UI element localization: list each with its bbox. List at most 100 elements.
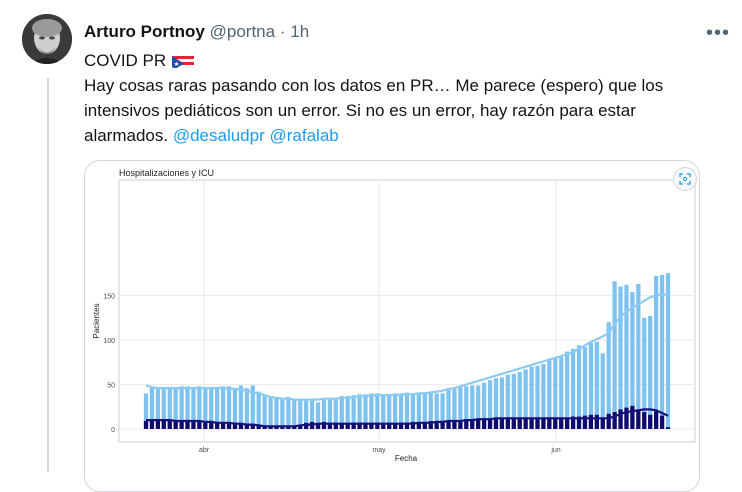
hospital-bar (369, 393, 374, 429)
hospital-bar (612, 281, 617, 429)
icu-bar (582, 415, 588, 429)
icu-bar (292, 426, 297, 429)
expand-image-button[interactable] (673, 167, 697, 191)
hospital-bar (232, 388, 238, 429)
hospital-bar (665, 273, 671, 429)
hospital-bar (393, 393, 398, 429)
icu-bar (434, 421, 439, 429)
hospital-bar (155, 388, 160, 429)
hospital-bar (648, 315, 653, 429)
hospital-bar (606, 322, 611, 429)
hospital-bar (351, 395, 356, 429)
hospital-bar (398, 393, 404, 429)
icu-bar (553, 418, 558, 429)
hospital-bar (149, 388, 155, 429)
icu-bar (594, 414, 599, 429)
axis-layer: 0 50 100 150 abr may jun (103, 294, 560, 455)
icu-bar (505, 417, 510, 429)
icu-bar (541, 418, 546, 429)
hospital-bar (464, 386, 469, 429)
hospitalizations-chart: Hospitalizaciones y ICU 0 50 100 150 abr may j… (92, 168, 696, 463)
trend-lines-layer (145, 293, 669, 428)
icu-bar (476, 419, 481, 429)
hospital-bar (588, 342, 594, 429)
icu-bar (499, 418, 505, 429)
icu-bar (654, 411, 659, 429)
hospital-bar (576, 345, 582, 429)
hospital-bar (298, 398, 303, 429)
icu-bar (298, 425, 303, 429)
hospital-bar (481, 382, 487, 429)
hospital-bar (292, 399, 297, 429)
author-handle[interactable]: @portna (209, 22, 276, 41)
icu-bar (523, 417, 528, 429)
avatar-portrait-icon (22, 14, 72, 64)
mention-rafalab[interactable]: @rafalab (269, 126, 339, 145)
icu-trend-line (146, 408, 669, 428)
icu-bar (648, 414, 653, 429)
icu-bar (369, 423, 374, 429)
hospital-bar (529, 366, 534, 429)
more-options-icon[interactable]: ••• (705, 22, 730, 44)
icu-bar (440, 420, 445, 429)
mention-desaludpr[interactable]: @desaludpr (172, 126, 265, 145)
hospital-bar (434, 393, 439, 429)
hospital-bar (315, 402, 321, 429)
icu-bar (493, 417, 499, 429)
icu-bar (410, 421, 416, 429)
expand-icon (679, 173, 691, 185)
icu-bar (268, 426, 273, 429)
icu-bar (446, 420, 451, 429)
icu-bar (345, 423, 350, 429)
icu-bar (636, 409, 641, 429)
icu-bar (535, 417, 540, 429)
hospital-bar (357, 394, 362, 429)
plot-border (118, 179, 696, 443)
hospital-bar (244, 388, 249, 429)
thread-connector-line (47, 78, 49, 472)
timestamp[interactable]: 1h (290, 22, 310, 41)
hospital-bar (256, 391, 261, 429)
icu-bar (143, 420, 149, 429)
icu-bar (179, 420, 184, 429)
hospital-bar (345, 396, 350, 429)
icu-bar (387, 422, 392, 429)
hospital-bar (428, 392, 433, 429)
icu-bar (363, 422, 368, 429)
hospital-bar (499, 377, 505, 429)
icu-bar (304, 422, 309, 429)
hospital-bar (203, 387, 208, 429)
icu-bar (618, 409, 623, 429)
tweet-text: COVID PR Hay cosas raras pasando con los… (84, 48, 724, 148)
hospital-bar (173, 388, 178, 429)
hospital-bar (327, 399, 333, 429)
x-tick-label: jun (550, 447, 560, 454)
hospital-bar (446, 388, 451, 429)
icu-bar (238, 423, 244, 429)
hospital-bar (339, 396, 344, 429)
icu-bar (565, 418, 570, 429)
author-name[interactable]: Arturo Portnoy (84, 22, 205, 41)
hospital-bar (250, 385, 255, 429)
icu-bar (416, 421, 421, 429)
icu-bar (428, 420, 433, 429)
icu-bar (321, 421, 327, 429)
hospital-bar (226, 386, 232, 429)
icu-bar (173, 420, 178, 429)
puerto-rico-flag-icon (172, 53, 195, 68)
chart-image-card[interactable]: Hospitalizaciones y ICU 0 50 100 150 abr may j… (84, 160, 700, 492)
hospital-bar (493, 378, 499, 429)
hospital-bar (197, 386, 202, 429)
hospital-bar (375, 393, 380, 429)
hospital-bar (636, 283, 641, 429)
y-axis-label: Pacientes (92, 303, 101, 338)
icu-bar (327, 422, 333, 429)
hospital-bar (547, 360, 552, 429)
hospital-bar (535, 365, 540, 429)
icu-bar (149, 420, 155, 429)
hospital-bar (470, 385, 475, 429)
hospital-bar (191, 387, 196, 429)
avatar[interactable] (22, 14, 72, 64)
icu-bar (203, 422, 208, 429)
icu-bar (185, 421, 190, 429)
